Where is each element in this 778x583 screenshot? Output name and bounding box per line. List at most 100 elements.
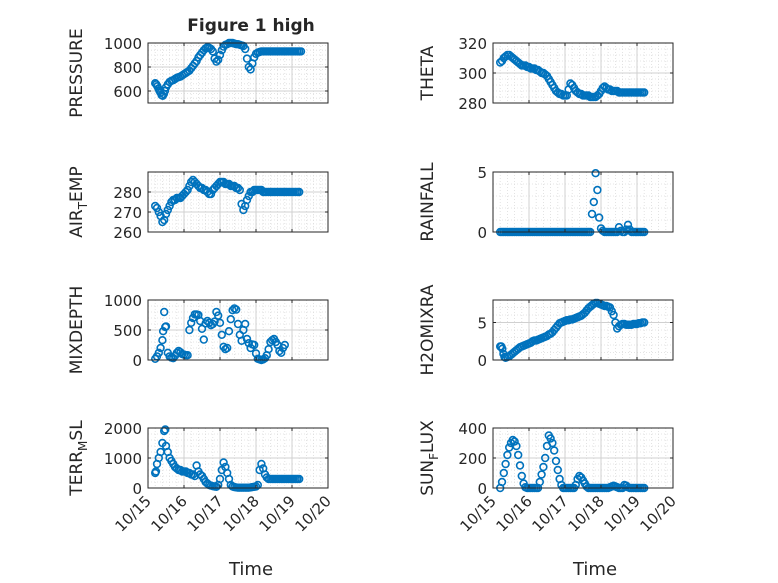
data-point <box>549 446 559 455</box>
data-point <box>241 319 250 329</box>
y-tick-label: 2000 <box>104 420 142 438</box>
x-axis-label-right: Time <box>572 559 617 580</box>
y-tick-label: 600 <box>113 83 142 101</box>
y-tick-label: 1000 <box>104 450 142 468</box>
data-point <box>537 470 546 479</box>
y-axis-label: PRESSURE <box>67 28 87 117</box>
data-series <box>496 298 649 362</box>
data-point <box>235 185 245 195</box>
data-point <box>172 348 182 357</box>
subplot-h2omixra: 0 5 H2OMIXRA <box>418 284 674 376</box>
data-point <box>513 450 523 460</box>
axes-box <box>147 42 329 104</box>
axes-box <box>147 171 329 233</box>
data-point <box>251 482 261 491</box>
figure-title: Figure 1 high <box>187 16 315 36</box>
data-series <box>496 431 649 493</box>
y-axis-label: THETA <box>418 45 438 101</box>
y-axis-label: RAINFALL <box>418 162 438 242</box>
data-point <box>214 55 223 64</box>
data-point <box>154 207 164 217</box>
data-point <box>623 220 633 230</box>
axes-box <box>492 171 674 233</box>
data-point <box>161 209 171 219</box>
y-tick-label: 0 <box>132 352 142 370</box>
axes-box <box>492 299 674 361</box>
data-point <box>295 187 304 197</box>
data-point <box>244 339 254 348</box>
data-point <box>587 209 597 219</box>
data-point <box>295 474 304 484</box>
y-axis-label: TERRMSL <box>67 420 90 497</box>
tick-marks <box>492 171 674 233</box>
data-point <box>242 334 252 344</box>
data-point <box>223 343 232 353</box>
subplot-pressure: 600 800 1000 PRESSURE <box>67 28 329 118</box>
data-point <box>250 340 259 350</box>
data-point <box>219 458 228 467</box>
data-series <box>151 175 304 227</box>
data-point <box>215 50 225 60</box>
data-point <box>264 345 273 354</box>
data-point <box>593 185 602 195</box>
data-point <box>591 169 600 178</box>
data-point <box>242 195 252 205</box>
subplot-theta: 280 300 320 THETA <box>418 35 674 113</box>
data-point <box>257 459 266 469</box>
data-point <box>181 187 191 197</box>
data-point <box>553 465 562 475</box>
y-tick-label: 0 <box>132 480 142 498</box>
data-point <box>158 336 167 345</box>
data-point <box>183 185 192 195</box>
data-point <box>208 47 218 56</box>
data-series <box>151 38 306 101</box>
tick-marks <box>147 42 329 103</box>
data-point <box>233 183 243 193</box>
data-series <box>151 425 304 492</box>
data-point <box>515 461 525 470</box>
data-point <box>228 306 237 315</box>
data-point <box>161 322 171 331</box>
data-point <box>589 197 598 207</box>
tick-marks <box>147 427 329 489</box>
data-point <box>151 201 160 211</box>
data-point <box>154 348 164 357</box>
data-point <box>512 441 521 451</box>
tick-marks <box>147 172 329 233</box>
data-point <box>639 88 649 97</box>
data-point <box>594 213 604 222</box>
data-point <box>241 44 250 54</box>
y-tick-label: 0 <box>477 352 487 370</box>
data-point <box>158 217 167 227</box>
tick-marks <box>492 42 674 104</box>
tick-marks <box>492 427 674 489</box>
y-tick-label: 5 <box>477 315 487 333</box>
data-point <box>161 425 170 434</box>
data-point <box>237 336 246 345</box>
subplot-mixdepth: 0 500 1000 MIXDEPTH <box>67 286 329 375</box>
data-series <box>496 50 649 102</box>
y-tick-label: 500 <box>113 322 142 340</box>
y-tick-label: 300 <box>458 65 487 83</box>
data-point <box>215 318 225 327</box>
data-point <box>239 205 248 215</box>
data-point <box>546 434 555 443</box>
y-tick-label: 280 <box>458 95 487 113</box>
data-point <box>517 471 526 481</box>
data-point <box>210 317 219 326</box>
y-tick-label: 5 <box>477 164 487 182</box>
data-point <box>165 201 174 211</box>
data-point <box>217 330 227 339</box>
y-tick-label: 270 <box>113 204 142 222</box>
data-point <box>156 343 165 353</box>
data-point <box>497 477 507 487</box>
plot-area <box>493 172 673 232</box>
data-point <box>215 474 225 484</box>
y-tick-label: 400 <box>458 420 487 438</box>
y-axis-label: MIXDEPTH <box>67 286 87 375</box>
data-point <box>187 318 196 327</box>
y-tick-label: 0 <box>477 480 487 498</box>
x-axis-label-left: Time <box>228 559 273 580</box>
y-tick-label: 1000 <box>104 35 142 53</box>
